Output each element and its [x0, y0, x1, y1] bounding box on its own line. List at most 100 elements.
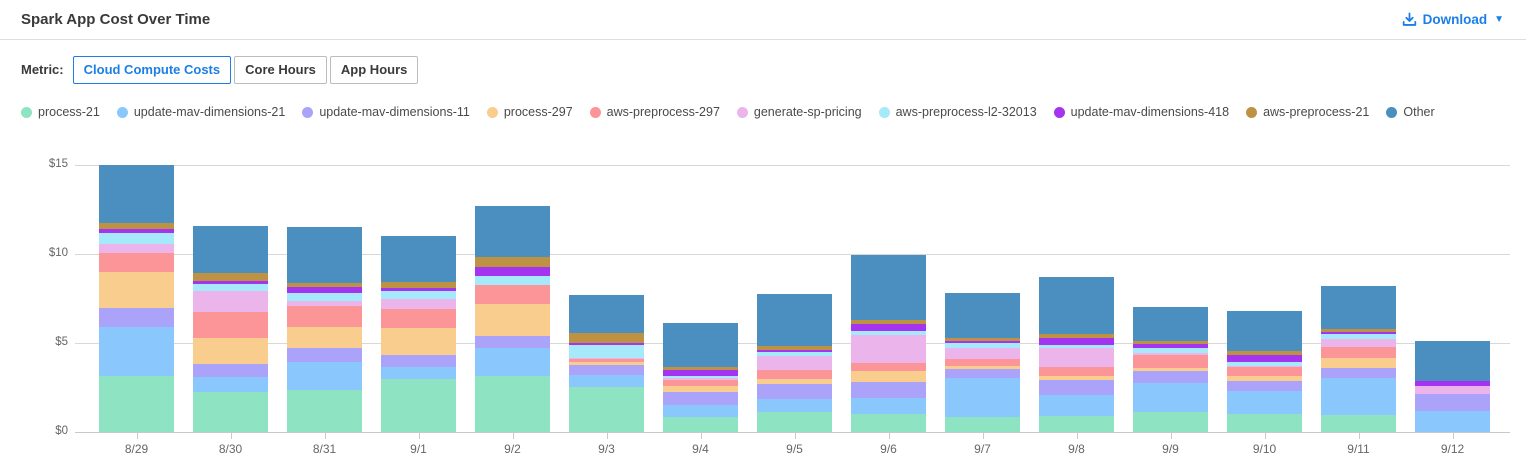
legend-item-other[interactable]: Other [1386, 105, 1435, 119]
bar-segment-other[interactable] [475, 206, 550, 258]
bar-segment-aws-preprocess-21[interactable] [569, 333, 644, 343]
bar-segment-update-mav-dimensions-418[interactable] [757, 349, 832, 352]
bar-segment-update-mav-dimensions-418[interactable] [1321, 332, 1396, 335]
bar-segment-update-mav-dimensions-11[interactable] [381, 354, 456, 367]
bar-segment-process-21[interactable] [945, 417, 1020, 432]
metric-tab-app-hours[interactable]: App Hours [329, 56, 419, 84]
bar-segment-aws-preprocess-297[interactable] [663, 379, 738, 386]
bar-9-11[interactable] [1321, 286, 1396, 432]
legend-item-update-mav-dimensions-21[interactable]: update-mav-dimensions-21 [116, 105, 285, 119]
bar-segment-aws-preprocess-297[interactable] [1039, 367, 1114, 377]
bar-segment-other[interactable] [1133, 306, 1208, 342]
legend-item-process-21[interactable]: process-21 [21, 105, 100, 119]
bar-segment-aws-preprocess-297[interactable] [1321, 346, 1396, 358]
bar-segment-process-21[interactable] [1321, 415, 1396, 432]
bar-segment-other[interactable] [757, 293, 832, 346]
bar-segment-process-21[interactable] [99, 375, 174, 432]
bar-segment-update-mav-dimensions-21[interactable] [1227, 391, 1302, 414]
bar-segment-process-297[interactable] [1133, 367, 1208, 372]
bar-segment-process-21[interactable] [381, 378, 456, 432]
bar-segment-update-mav-dimensions-21[interactable] [945, 377, 1020, 418]
bar-segment-other[interactable] [99, 165, 174, 224]
bar-segment-process-297[interactable] [1227, 376, 1302, 381]
bar-segment-update-mav-dimensions-11[interactable] [287, 348, 362, 362]
bar-segment-process-21[interactable] [663, 417, 738, 432]
bar-segment-update-mav-dimensions-11[interactable] [1415, 394, 1490, 412]
bar-segment-generate-sp-pricing[interactable] [381, 299, 456, 309]
bar-segment-aws-preprocess-297[interactable] [381, 308, 456, 328]
legend-item-aws-preprocess-l2-32013[interactable]: aws-preprocess-l2-32013 [878, 105, 1037, 119]
bar-segment-other[interactable] [663, 322, 738, 368]
bar-segment-aws-preprocess-l2-32013[interactable] [1321, 334, 1396, 339]
bar-segment-update-mav-dimensions-11[interactable] [193, 364, 268, 378]
bar-segment-other[interactable] [193, 226, 268, 274]
bar-9-10[interactable] [1227, 310, 1302, 432]
bar-segment-aws-preprocess-l2-32013[interactable] [287, 293, 362, 302]
bar-segment-process-297[interactable] [569, 362, 644, 366]
bar-segment-update-mav-dimensions-418[interactable] [663, 369, 738, 376]
bar-segment-update-mav-dimensions-21[interactable] [99, 327, 174, 376]
bar-segment-generate-sp-pricing[interactable] [1227, 365, 1302, 368]
bar-segment-aws-preprocess-l2-32013[interactable] [851, 331, 926, 336]
bar-segment-process-297[interactable] [663, 385, 738, 392]
bar-segment-generate-sp-pricing[interactable] [193, 291, 268, 312]
bar-segment-other[interactable] [381, 236, 456, 282]
bar-segment-process-21[interactable] [757, 412, 832, 432]
bar-segment-other[interactable] [1039, 276, 1114, 334]
bar-segment-update-mav-dimensions-11[interactable] [1227, 380, 1302, 392]
bar-segment-aws-preprocess-l2-32013[interactable] [1227, 361, 1302, 366]
bar-segment-process-297[interactable] [945, 366, 1020, 369]
bar-segment-process-21[interactable] [1039, 416, 1114, 432]
bar-segment-update-mav-dimensions-418[interactable] [1227, 354, 1302, 362]
bar-segment-aws-preprocess-l2-32013[interactable] [475, 275, 550, 285]
bar-segment-process-21[interactable] [1227, 413, 1302, 432]
bar-segment-other[interactable] [1227, 310, 1302, 352]
bar-9-1[interactable] [381, 236, 456, 432]
bar-segment-aws-preprocess-21[interactable] [945, 337, 1020, 342]
bar-segment-aws-preprocess-297[interactable] [945, 358, 1020, 367]
bar-segment-aws-preprocess-21[interactable] [851, 320, 926, 324]
legend-item-aws-preprocess-297[interactable]: aws-preprocess-297 [589, 105, 720, 119]
bar-segment-aws-preprocess-21[interactable] [193, 273, 268, 281]
bar-segment-aws-preprocess-21[interactable] [1321, 328, 1396, 333]
bar-segment-update-mav-dimensions-418[interactable] [851, 324, 926, 332]
bar-segment-generate-sp-pricing[interactable] [1039, 347, 1114, 368]
bar-segment-process-297[interactable] [193, 337, 268, 365]
bar-segment-update-mav-dimensions-21[interactable] [287, 361, 362, 390]
bar-segment-other[interactable] [1415, 340, 1490, 381]
bar-segment-update-mav-dimensions-21[interactable] [1321, 377, 1396, 416]
bar-segment-update-mav-dimensions-21[interactable] [1039, 394, 1114, 417]
bar-segment-aws-preprocess-297[interactable] [1133, 355, 1208, 368]
bar-segment-update-mav-dimensions-418[interactable] [1039, 337, 1114, 346]
bar-segment-generate-sp-pricing[interactable] [569, 357, 644, 360]
bar-segment-update-mav-dimensions-21[interactable] [1133, 382, 1208, 413]
bar-segment-update-mav-dimensions-11[interactable] [1039, 379, 1114, 395]
bar-segment-generate-sp-pricing[interactable] [851, 335, 926, 363]
bar-segment-generate-sp-pricing[interactable] [757, 355, 832, 370]
bar-8-30[interactable] [193, 226, 268, 432]
bar-segment-update-mav-dimensions-21[interactable] [193, 377, 268, 392]
bar-segment-other[interactable] [851, 255, 926, 321]
bar-segment-update-mav-dimensions-11[interactable] [1133, 371, 1208, 383]
bar-segment-update-mav-dimensions-418[interactable] [1133, 344, 1208, 348]
bar-9-7[interactable] [945, 293, 1020, 432]
bar-segment-aws-preprocess-l2-32013[interactable] [663, 375, 738, 378]
bar-segment-aws-preprocess-297[interactable] [569, 359, 644, 363]
bar-segment-other[interactable] [1321, 286, 1396, 329]
bar-9-6[interactable] [851, 255, 926, 432]
bar-segment-aws-preprocess-l2-32013[interactable] [945, 343, 1020, 348]
bar-segment-process-297[interactable] [287, 327, 362, 349]
bar-segment-aws-preprocess-21[interactable] [1133, 341, 1208, 345]
bar-segment-update-mav-dimensions-11[interactable] [663, 391, 738, 406]
bar-segment-generate-sp-pricing[interactable] [1415, 385, 1490, 395]
bar-segment-aws-preprocess-297[interactable] [1227, 367, 1302, 377]
legend-item-update-mav-dimensions-418[interactable]: update-mav-dimensions-418 [1053, 105, 1229, 119]
bar-segment-aws-preprocess-l2-32013[interactable] [99, 233, 174, 245]
bar-9-12[interactable] [1415, 340, 1490, 432]
bar-segment-update-mav-dimensions-418[interactable] [193, 280, 268, 285]
bar-segment-process-297[interactable] [475, 303, 550, 337]
bar-segment-generate-sp-pricing[interactable] [1133, 352, 1208, 356]
bar-segment-process-297[interactable] [381, 327, 456, 355]
bar-segment-generate-sp-pricing[interactable] [99, 244, 174, 254]
bar-segment-process-21[interactable] [1133, 412, 1208, 432]
